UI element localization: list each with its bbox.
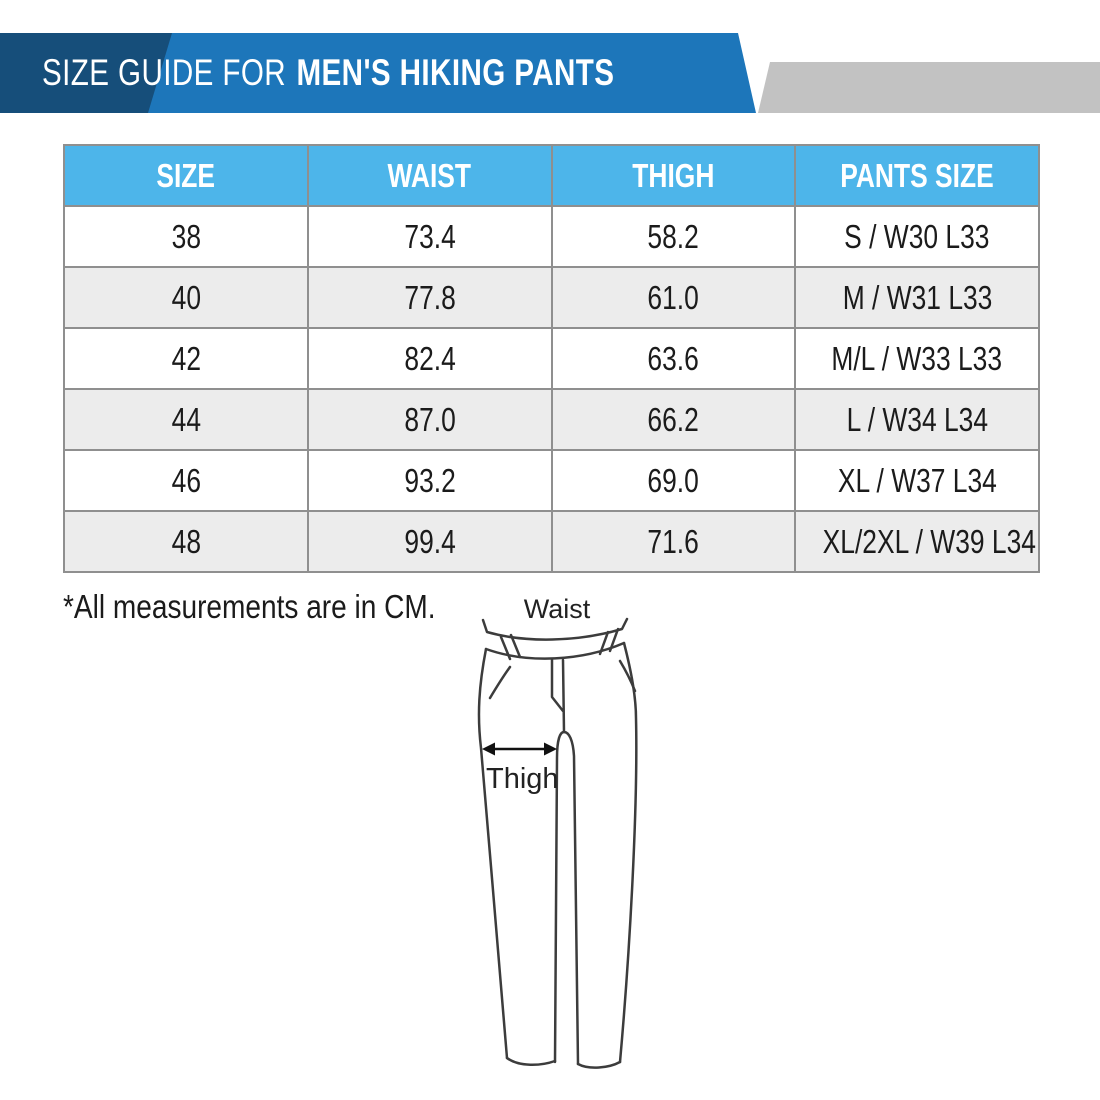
header-banner: SIZE GUIDE FOR MEN'S HIKING PANTS [0, 33, 1100, 113]
table-row: 46 93.2 69.0 XL / W37 L34 [63, 449, 1040, 512]
pants-left-outer-seam [477, 647, 509, 1060]
cell-size: 44 [63, 388, 309, 451]
cell-waist: 87.0 [306, 388, 553, 451]
column-header-size: SIZE [63, 144, 309, 207]
cell-size: 48 [63, 510, 309, 573]
cell-size: 46 [63, 449, 309, 512]
table-row: 38 73.4 58.2 S / W30 L33 [63, 205, 1040, 268]
table-row: 42 82.4 63.6 M/L / W33 L33 [63, 327, 1040, 390]
pants-belt-loop-left [499, 633, 522, 661]
pants-fly-line [550, 657, 566, 734]
pants-inner-seams-crotch [553, 730, 580, 1066]
cell-pants-size: L / W34 L34 [794, 388, 1040, 451]
column-header-thigh: THIGH [550, 144, 797, 207]
cell-waist: 99.4 [306, 510, 553, 573]
pants-pocket-seam-left [488, 665, 512, 700]
cell-waist: 77.8 [306, 266, 553, 329]
table-header-row: SIZE WAIST THIGH PANTS SIZE [63, 144, 1040, 207]
pants-right-outer-seam [618, 641, 638, 1064]
pants-right-hem [576, 1060, 622, 1069]
pants-waistband-bottom-line [484, 641, 626, 660]
column-header-pants-size: PANTS SIZE [794, 144, 1040, 207]
measurements-footnote: *All measurements are in CM. [63, 588, 436, 625]
cell-size: 42 [63, 327, 309, 390]
thigh-arrow-head-left [482, 742, 495, 756]
pants-measurement-diagram: Waist Thigh [477, 594, 638, 1069]
cell-pants-size: M / W31 L33 [794, 266, 1040, 329]
page-title-product: MEN'S HIKING PANTS [296, 52, 615, 93]
cell-thigh: 66.2 [550, 388, 797, 451]
thigh-arrow-head-right [544, 742, 557, 756]
cell-waist: 82.4 [306, 327, 553, 390]
cell-pants-size: XL/2XL / W39 L34 [794, 510, 1040, 573]
cell-waist: 73.4 [306, 205, 553, 268]
cell-size: 38 [63, 205, 309, 268]
size-guide-table: SIZE WAIST THIGH PANTS SIZE 38 73.4 58.2… [63, 144, 1040, 573]
pants-waistband-top-line [481, 617, 629, 641]
table-row: 48 99.4 71.6 XL/2XL / W39 L34 [63, 510, 1040, 573]
waist-label: Waist [524, 594, 591, 624]
table-row: 40 77.8 61.0 M / W31 L33 [63, 266, 1040, 329]
banner-dark-accent-shape [0, 33, 172, 113]
cell-size: 40 [63, 266, 309, 329]
cell-thigh: 69.0 [550, 449, 797, 512]
cell-waist: 93.2 [306, 449, 553, 512]
cell-pants-size: S / W30 L33 [794, 205, 1040, 268]
table-row: 44 87.0 66.2 L / W34 L34 [63, 388, 1040, 451]
cell-thigh: 63.6 [550, 327, 797, 390]
pants-belt-loop-right [598, 627, 620, 656]
column-header-waist: WAIST [306, 144, 553, 207]
cell-thigh: 61.0 [550, 266, 797, 329]
thigh-label: Thigh [486, 763, 559, 795]
page-title: SIZE GUIDE FOR MEN'S HIKING PANTS [42, 33, 614, 113]
cell-thigh: 71.6 [550, 510, 797, 573]
cell-thigh: 58.2 [550, 205, 797, 268]
cell-pants-size: M/L / W33 L33 [794, 327, 1040, 390]
pants-left-hem [505, 1056, 557, 1066]
cell-pants-size: XL / W37 L34 [794, 449, 1040, 512]
banner-gray-accent-shape [758, 62, 1100, 113]
page-title-prefix: SIZE GUIDE FOR [42, 52, 287, 93]
